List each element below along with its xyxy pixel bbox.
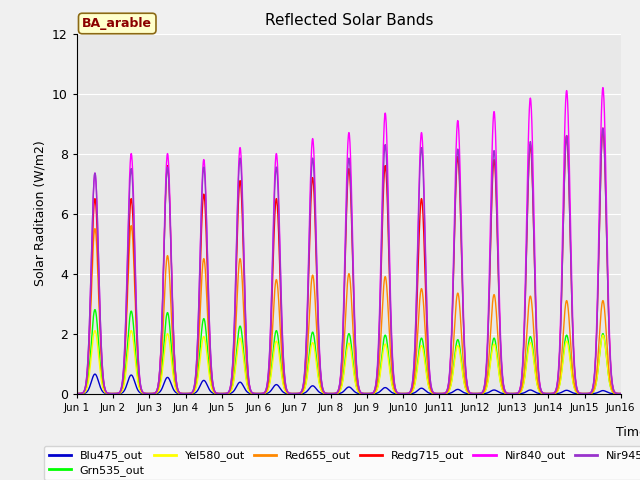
Blu475_out — [91, 371, 99, 377]
Line: Grn535_out: Grn535_out — [77, 310, 621, 394]
Grn535_out — [617, 391, 625, 396]
Legend: Blu475_out, Grn535_out, Yel580_out, Red655_out, Redg715_out, Nir840_out, Nir945_: Blu475_out, Grn535_out, Yel580_out, Red6… — [44, 446, 640, 480]
Yel580_out — [584, 391, 592, 396]
Red655_out — [570, 372, 577, 378]
Nir840_out — [599, 84, 607, 90]
Red655_out — [365, 391, 372, 396]
Blu475_out — [365, 391, 372, 396]
Grn535_out — [570, 379, 577, 385]
Red655_out — [376, 342, 384, 348]
Redg715_out — [73, 391, 81, 396]
Red655_out — [545, 391, 552, 396]
Yel580_out — [73, 391, 81, 396]
Line: Red655_out: Red655_out — [77, 226, 621, 394]
Grn535_out — [508, 391, 515, 396]
Nir945_out — [569, 326, 577, 332]
Line: Nir840_out: Nir840_out — [77, 87, 621, 394]
Yel580_out — [570, 381, 577, 386]
X-axis label: Time: Time — [616, 426, 640, 439]
Yel580_out — [399, 391, 407, 396]
Redg715_out — [376, 304, 384, 310]
Nir840_out — [225, 389, 232, 395]
Nir945_out — [617, 391, 625, 396]
Red655_out — [584, 391, 592, 396]
Blu475_out — [581, 391, 589, 396]
Red655_out — [127, 223, 135, 228]
Nir945_out — [225, 389, 232, 395]
Grn535_out — [225, 390, 232, 396]
Redg715_out — [225, 389, 232, 395]
Grn535_out — [365, 391, 372, 396]
Nir945_out — [365, 391, 372, 396]
Red655_out — [73, 391, 81, 396]
Red655_out — [617, 391, 625, 396]
Grn535_out — [91, 307, 99, 312]
Nir840_out — [617, 391, 625, 396]
Nir945_out — [599, 125, 607, 131]
Yel580_out — [225, 390, 232, 396]
Nir945_out — [376, 296, 384, 301]
Nir945_out — [73, 391, 81, 396]
Text: BA_arable: BA_arable — [82, 17, 152, 30]
Redg715_out — [365, 391, 372, 396]
Title: Reflected Solar Bands: Reflected Solar Bands — [264, 13, 433, 28]
Redg715_out — [569, 326, 577, 332]
Line: Nir945_out: Nir945_out — [77, 128, 621, 394]
Red655_out — [225, 390, 232, 396]
Red655_out — [507, 391, 515, 396]
Redg715_out — [507, 391, 515, 396]
Line: Yel580_out: Yel580_out — [77, 331, 621, 394]
Blu475_out — [617, 391, 625, 396]
Nir840_out — [507, 391, 515, 396]
Blu475_out — [507, 391, 515, 396]
Grn535_out — [376, 366, 384, 372]
Yel580_out — [376, 370, 384, 376]
Line: Redg715_out: Redg715_out — [77, 128, 621, 394]
Y-axis label: Solar Raditaion (W/m2): Solar Raditaion (W/m2) — [33, 141, 46, 287]
Nir840_out — [73, 391, 81, 396]
Redg715_out — [599, 125, 607, 131]
Nir840_out — [376, 284, 384, 289]
Yel580_out — [508, 391, 515, 396]
Blu475_out — [73, 391, 81, 396]
Nir945_out — [584, 391, 591, 396]
Blu475_out — [584, 391, 592, 396]
Nir945_out — [507, 391, 515, 396]
Blu475_out — [225, 391, 232, 396]
Blu475_out — [376, 388, 384, 394]
Nir840_out — [569, 315, 577, 321]
Yel580_out — [365, 391, 372, 396]
Grn535_out — [584, 391, 592, 396]
Blu475_out — [569, 390, 577, 396]
Nir840_out — [365, 391, 372, 396]
Redg715_out — [617, 391, 625, 396]
Redg715_out — [584, 391, 591, 396]
Yel580_out — [617, 391, 625, 396]
Grn535_out — [436, 391, 444, 396]
Yel580_out — [91, 328, 99, 334]
Nir840_out — [584, 391, 591, 396]
Line: Blu475_out: Blu475_out — [77, 374, 621, 394]
Grn535_out — [73, 391, 81, 396]
